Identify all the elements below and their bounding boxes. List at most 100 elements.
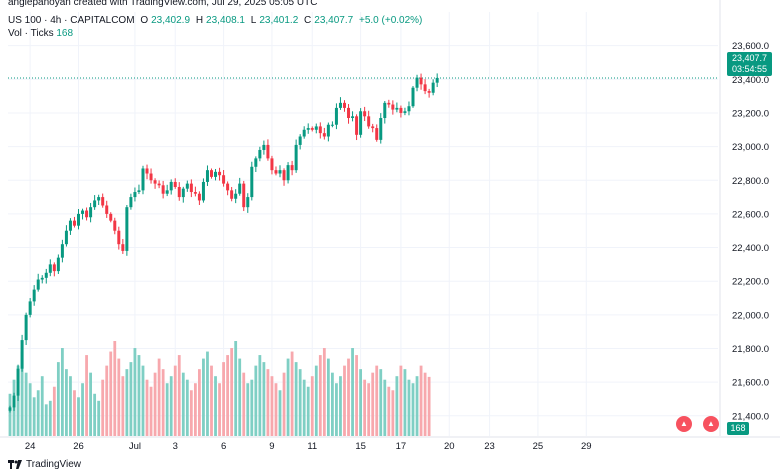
change-value: +5.0 (+0.02%) [359, 15, 423, 26]
candle-body [36, 279, 40, 290]
candle-body [8, 407, 12, 411]
chart-credit: anglepanoyan created with TradingView.co… [8, 0, 318, 8]
candle-body [230, 190, 234, 199]
y-tick-label: 22,200.0 [732, 277, 769, 288]
volume-bar [137, 355, 141, 436]
volume-bar [169, 376, 173, 436]
candle-body [359, 111, 363, 135]
event-flag-icon[interactable]: ▲ [703, 416, 719, 432]
volume-label[interactable]: Vol · Ticks [8, 28, 54, 39]
candle-body [427, 91, 431, 93]
symbol-label[interactable]: US 100 · 4h · CAPITALCOM [8, 15, 135, 26]
y-tick-label: 22,400.0 [732, 243, 769, 254]
y-tick-label: 23,600.0 [732, 41, 769, 52]
volume-bar [145, 379, 149, 436]
volume-bar [181, 372, 185, 436]
candle-body [423, 84, 427, 92]
candle-body [12, 395, 16, 408]
volume-bar [105, 365, 109, 436]
volume-bar [133, 348, 137, 436]
candle-body [129, 197, 133, 208]
volume-bar [258, 355, 262, 436]
volume-bar [427, 376, 431, 436]
event-flag-icon[interactable]: ▲ [676, 416, 692, 432]
candle-body [189, 183, 193, 193]
volume-bar [40, 376, 44, 436]
volume-bar [226, 355, 230, 436]
volume-bar [153, 372, 157, 436]
last-price-value: 23,407.7 [731, 53, 768, 63]
volume-bar [157, 358, 161, 436]
x-tick-label: 20 [444, 441, 455, 452]
x-tick-label: 26 [73, 441, 84, 452]
volume-bar [238, 358, 242, 436]
candle-body [145, 168, 149, 174]
candle-body [201, 181, 205, 201]
volume-bar [298, 369, 302, 436]
volume-bar [24, 372, 28, 436]
volume-bar [149, 386, 153, 436]
candle-body [375, 128, 379, 140]
y-tick-label: 21,400.0 [732, 411, 769, 422]
candle-body [226, 183, 230, 191]
volume-bar [379, 369, 383, 436]
volume-bar [234, 341, 238, 436]
volume-bar [81, 383, 84, 436]
volume-bar [294, 362, 298, 436]
candle-body [52, 264, 56, 272]
volume-bar [335, 383, 338, 436]
volume-bar [331, 372, 334, 436]
candle-body [16, 368, 20, 396]
y-tick-label: 21,600.0 [732, 378, 769, 389]
x-tick-label: 23 [484, 441, 495, 452]
volume-bar [302, 379, 306, 436]
candle-body [403, 111, 407, 113]
low-label: L [250, 15, 257, 26]
high-value: 23,408.1 [206, 15, 245, 26]
y-tick-label: 23,400.0 [732, 75, 769, 86]
volume-bar [419, 365, 423, 436]
candle-body [169, 181, 173, 191]
candle-body [270, 158, 274, 171]
candle-body [395, 107, 399, 110]
x-tick-label: 9 [269, 441, 274, 452]
volume-bar [32, 397, 36, 436]
candle-body [157, 183, 161, 186]
candle-body [326, 124, 330, 137]
candle-body [105, 205, 109, 214]
brand-name: TradingView [26, 459, 82, 470]
candle-body [254, 158, 258, 167]
candle-body [210, 170, 213, 177]
candle-body [242, 183, 246, 208]
volume-bar [322, 348, 326, 436]
volume-bar [262, 362, 266, 436]
volume-bar [250, 379, 254, 436]
candle-body [56, 257, 60, 272]
volume-bar [161, 369, 165, 436]
x-tick-label: 24 [25, 441, 36, 452]
volume-bar [318, 355, 322, 436]
volume-bar [109, 351, 113, 436]
y-tick-label: 23,000.0 [732, 142, 769, 153]
candle-body [113, 220, 117, 231]
volume-bar [351, 348, 354, 436]
volume-bar [36, 390, 40, 436]
volume-bar [242, 372, 246, 436]
volume-bar [129, 362, 133, 436]
candle-body [32, 289, 36, 302]
candle-body [81, 210, 85, 214]
candle-body [314, 126, 318, 130]
candle-body [278, 170, 282, 174]
x-tick-label: 11 [307, 441, 317, 452]
close-label: C [304, 15, 312, 26]
candle-body [322, 133, 326, 137]
candle-body [351, 116, 355, 118]
volume-bar [326, 358, 330, 436]
candle-body [306, 128, 310, 130]
candle-body [391, 104, 395, 110]
candle-body [238, 183, 242, 194]
candle-body [330, 124, 334, 126]
volume-bar [290, 351, 294, 436]
